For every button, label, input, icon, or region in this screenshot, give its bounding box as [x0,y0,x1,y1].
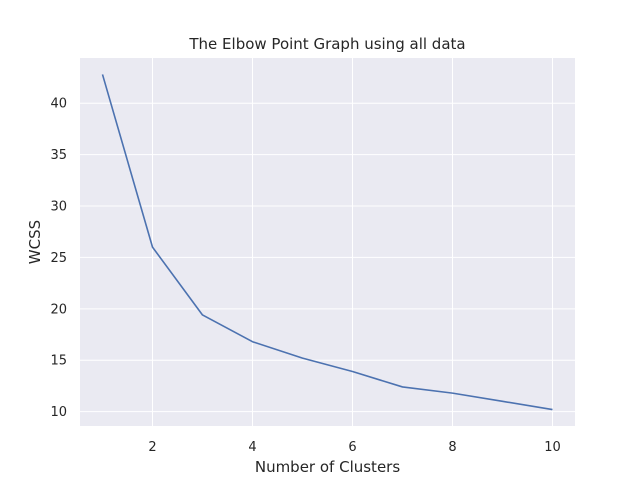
y-tick-label: 40 [50,97,67,112]
x-tick-label: 4 [248,440,256,455]
y-tick-label: 25 [50,251,67,266]
x-tick-label: 2 [148,440,156,455]
y-tick-label: 30 [50,200,67,215]
plot-area [80,58,575,426]
y-tick-label: 35 [50,148,67,163]
y-tick-label: 20 [50,302,67,317]
x-tick-label: 10 [544,440,561,455]
y-axis-label: WCSS [26,220,44,264]
y-tick-label: 15 [50,354,67,369]
x-tick-label: 6 [348,440,356,455]
chart-title: The Elbow Point Graph using all data [188,35,465,53]
x-tick-label: 8 [448,440,456,455]
wcss-line [101,74,553,411]
y-tick-label: 10 [50,405,67,420]
x-axis-label: Number of Clusters [255,458,400,476]
